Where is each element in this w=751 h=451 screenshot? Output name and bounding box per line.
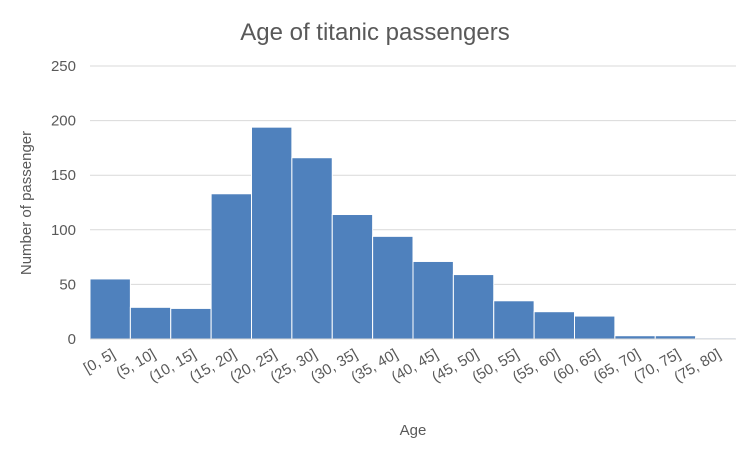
- x-tick-label: [0, 5]: [81, 346, 118, 377]
- bars: [89, 126, 737, 340]
- bar: [331, 214, 374, 340]
- y-axis-ticks: 0 50 100 150 200 250: [51, 58, 76, 348]
- chart-title: Age of titanic passengers: [240, 19, 510, 46]
- y-tick-label: 250: [51, 58, 76, 75]
- x-axis-label: Age: [400, 422, 427, 439]
- bar: [251, 126, 293, 340]
- bar: [291, 157, 333, 340]
- x-axis-ticks: [0, 5](5, 10](10, 15](15, 20](20, 25](25…: [81, 346, 724, 386]
- x-tick-label: (75, 80]: [671, 346, 724, 386]
- bar: [210, 193, 252, 340]
- bar: [452, 274, 495, 340]
- gridlines: [90, 65, 736, 285]
- bar: [372, 235, 414, 340]
- bar: [533, 311, 575, 340]
- y-tick-label: 150: [51, 167, 76, 184]
- bar: [129, 306, 172, 340]
- y-tick-label: 50: [59, 276, 76, 293]
- y-tick-label: 100: [51, 222, 76, 239]
- bar: [89, 278, 131, 340]
- y-axis-label: Number of passenger: [18, 131, 35, 275]
- y-tick-label: 200: [51, 113, 76, 130]
- bar: [493, 300, 535, 340]
- bar: [170, 307, 212, 340]
- bar: [574, 315, 616, 340]
- y-tick-label: 0: [68, 331, 76, 348]
- bar: [412, 260, 454, 340]
